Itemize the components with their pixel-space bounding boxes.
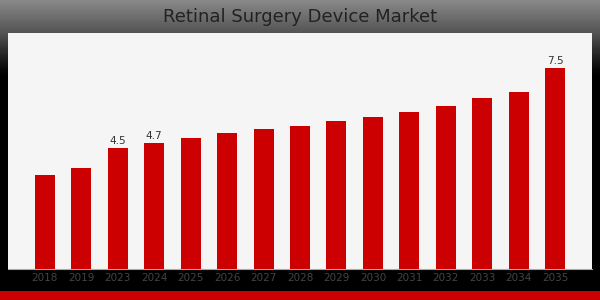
Title: Retinal Surgery Device Market: Retinal Surgery Device Market — [163, 8, 437, 26]
Bar — [326, 121, 346, 268]
Bar — [545, 68, 565, 268]
Bar — [254, 129, 274, 268]
Bar — [509, 92, 529, 268]
Bar — [181, 138, 200, 268]
Bar — [400, 112, 419, 268]
Bar — [71, 168, 91, 268]
Bar — [436, 106, 456, 268]
Bar — [217, 133, 237, 268]
Bar — [35, 175, 55, 268]
Bar — [363, 117, 383, 268]
Text: 4.5: 4.5 — [109, 136, 126, 146]
Bar — [144, 143, 164, 268]
Text: 4.7: 4.7 — [146, 131, 163, 141]
Text: 7.5: 7.5 — [547, 56, 563, 66]
Bar — [472, 98, 492, 268]
Bar — [290, 126, 310, 268]
Bar — [108, 148, 128, 268]
